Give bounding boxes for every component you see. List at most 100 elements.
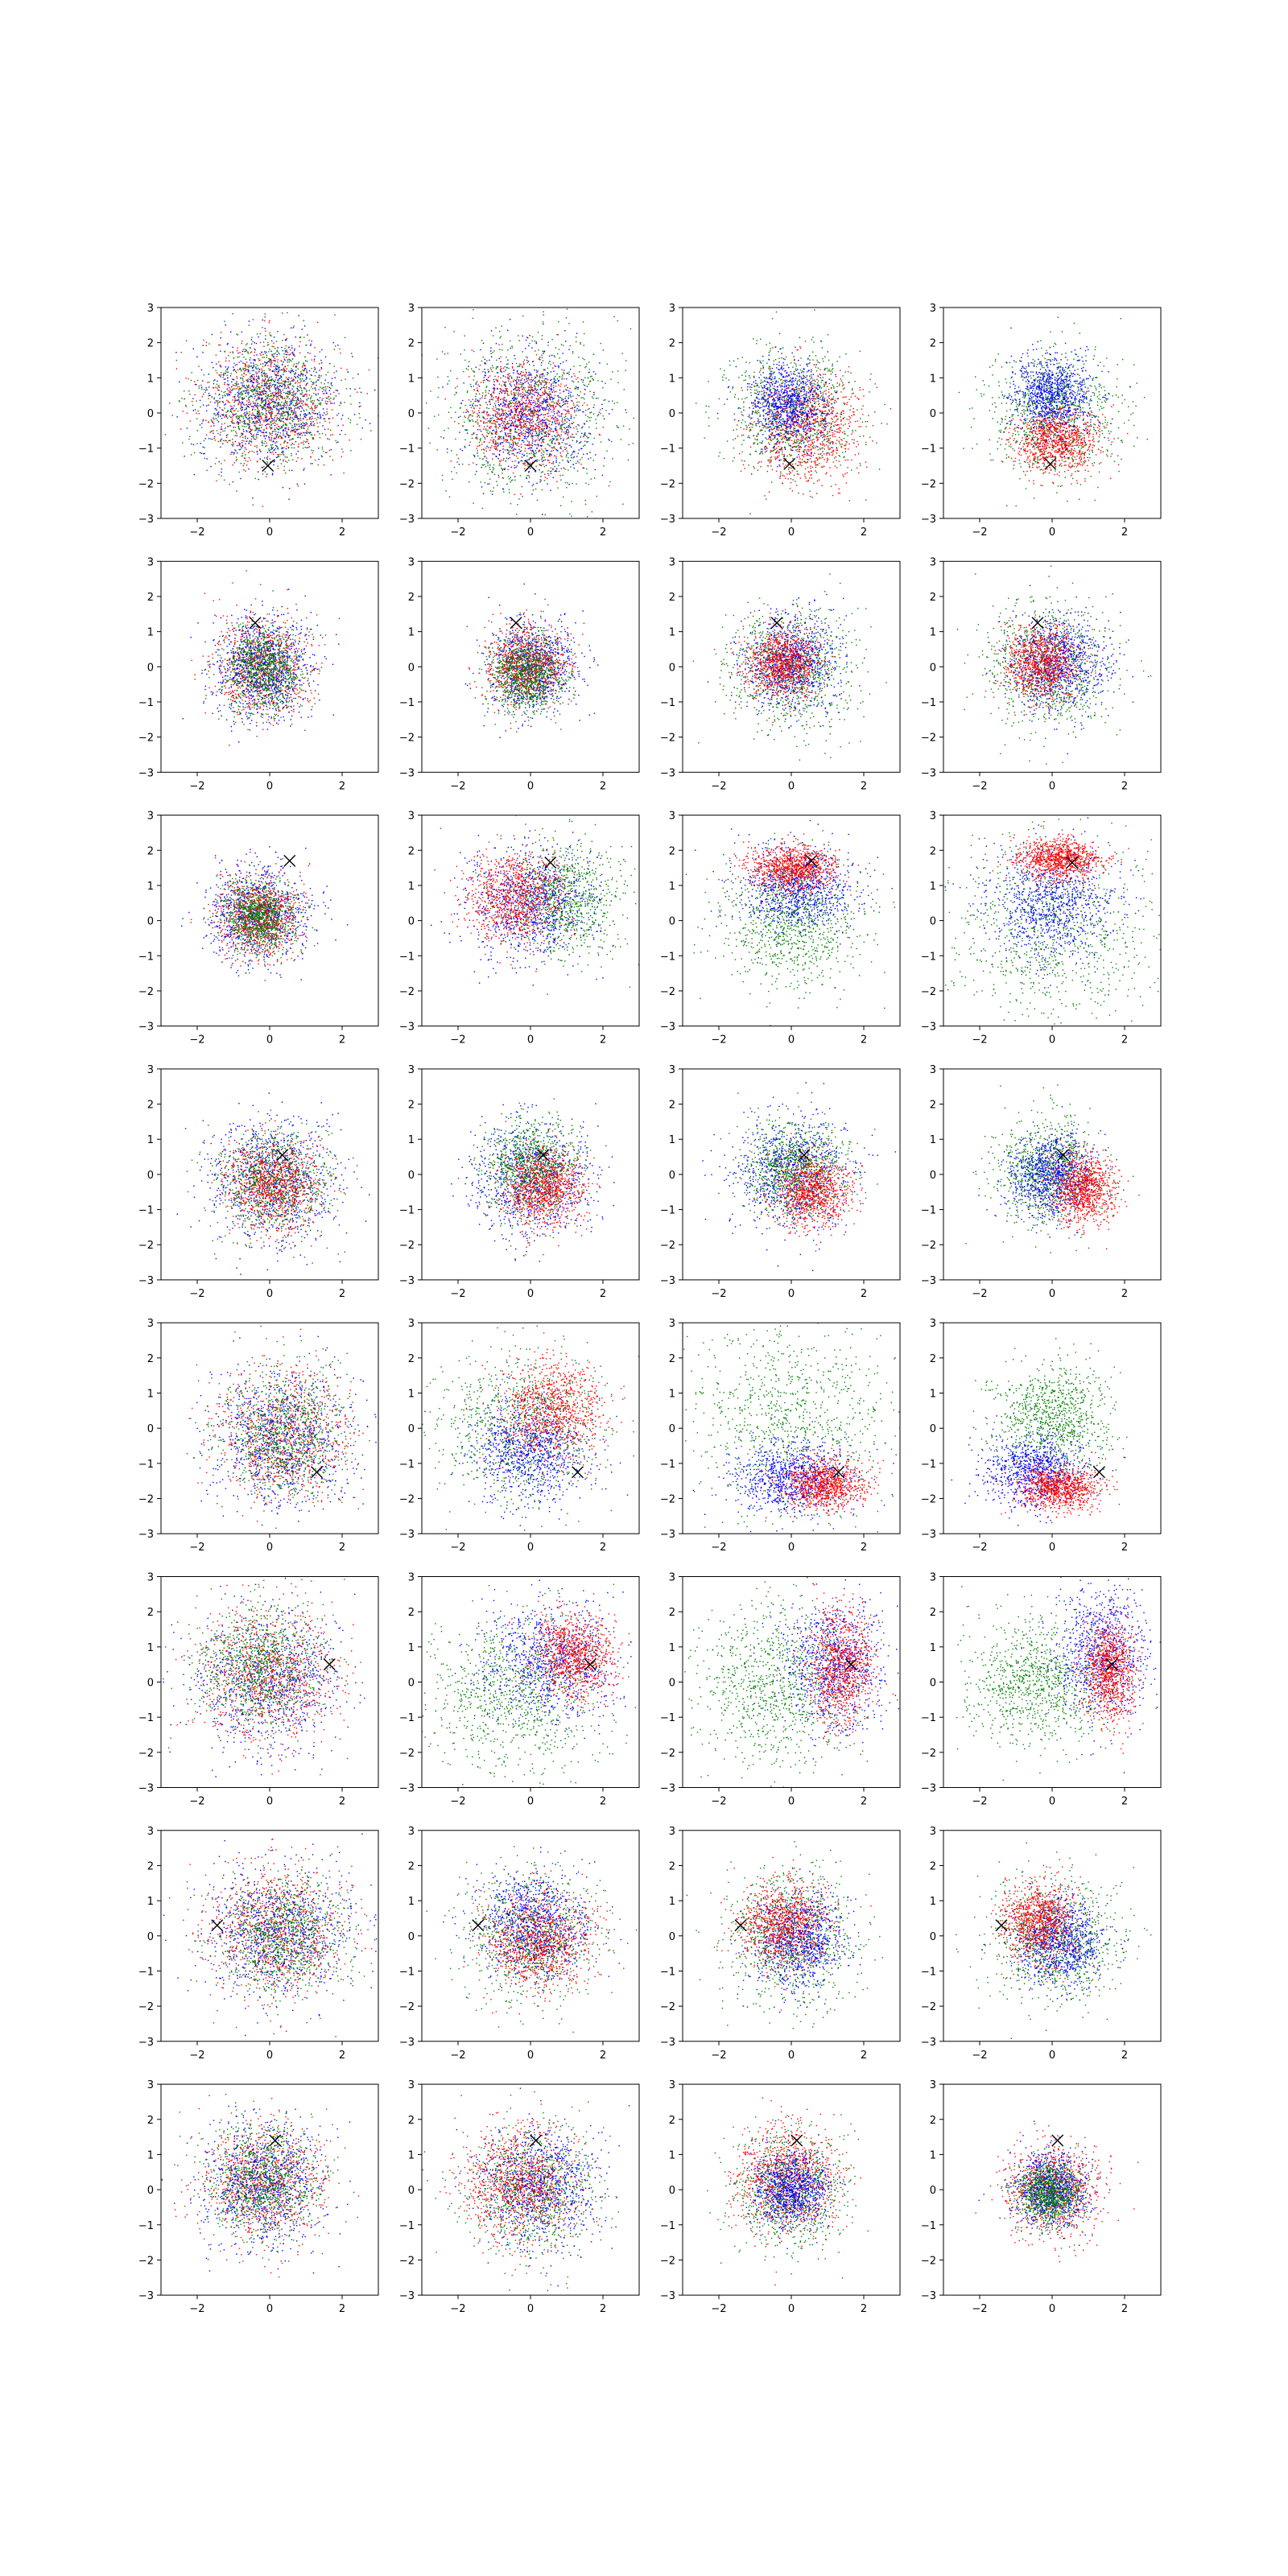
scatter-point [299, 401, 300, 402]
scatter-point [229, 389, 230, 390]
scatter-point [586, 421, 587, 422]
scatter-point [464, 415, 465, 416]
scatter-point [268, 400, 269, 401]
scatter-point [231, 444, 232, 445]
scatter-point [263, 404, 264, 405]
scatter-point [225, 357, 226, 358]
scatter-point [305, 441, 306, 442]
scatter-point [494, 402, 495, 403]
scatter-point [593, 371, 594, 372]
scatter-point [279, 435, 280, 436]
scatter-point [247, 369, 248, 370]
scatter-point [258, 378, 259, 379]
scatter-point [287, 365, 288, 366]
scatter-point [255, 395, 256, 396]
scatter-point [518, 461, 519, 462]
scatter-point [257, 422, 258, 423]
scatter-point [224, 379, 225, 380]
scatter-point [271, 427, 272, 428]
scatter-point [292, 443, 293, 444]
scatter-point [563, 440, 564, 441]
scatter-point [266, 376, 267, 377]
scatter-point [554, 409, 555, 410]
scatter-point [567, 482, 568, 483]
scatter-point [514, 398, 515, 399]
scatter-point [265, 404, 266, 405]
scatter-point [516, 381, 517, 382]
scatter-point [602, 415, 603, 416]
scatter-point [306, 377, 307, 378]
scatter-point [247, 352, 248, 353]
scatter-point [210, 466, 211, 467]
scatter-point [545, 423, 546, 424]
scatter-point [260, 451, 261, 452]
scatter-point [274, 420, 275, 421]
scatter-point [573, 402, 574, 403]
scatter-point [252, 406, 253, 407]
scatter-point [291, 345, 292, 346]
scatter-point [265, 339, 266, 340]
scatter-point [318, 377, 319, 378]
scatter-point [555, 462, 556, 463]
scatter-point [499, 464, 500, 465]
scatter-point [511, 420, 512, 421]
scatter-point [501, 385, 502, 386]
scatter-point [242, 351, 243, 352]
scatter-point [341, 448, 342, 449]
scatter-point [542, 376, 543, 377]
scatter-point [491, 420, 492, 421]
scatter-point [309, 417, 310, 418]
scatter-point [531, 377, 532, 378]
scatter-point [470, 401, 471, 402]
scatter-point [568, 390, 569, 391]
scatter-point [329, 450, 330, 451]
scatter-point [553, 477, 554, 478]
scatter-point [434, 416, 435, 417]
scatter-point [513, 425, 514, 426]
scatter-point [289, 361, 290, 362]
scatter-point [236, 490, 237, 491]
scatter-point [359, 402, 360, 403]
scatter-point [502, 477, 503, 478]
scatter-point [304, 484, 305, 485]
scatter-point [233, 370, 234, 371]
scatter-point [490, 490, 491, 491]
scatter-point [530, 457, 531, 458]
scatter-point [565, 414, 566, 415]
scatter-point [520, 427, 521, 428]
scatter-point [238, 418, 239, 419]
scatter-point [239, 386, 240, 387]
scatter-point [297, 389, 298, 390]
scatter-point [260, 415, 261, 416]
scatter-point [542, 407, 543, 408]
scatter-point [571, 416, 572, 417]
scatter-point [321, 367, 322, 368]
scatter-point [252, 410, 253, 411]
scatter-point [524, 438, 525, 439]
scatter-point [269, 380, 270, 381]
scatter-point [272, 399, 273, 400]
scatter-point [305, 388, 306, 389]
scatter-point [520, 395, 521, 396]
scatter-point [295, 453, 296, 454]
scatter-point [243, 465, 244, 466]
scatter-point [262, 401, 263, 402]
scatter-point [509, 401, 510, 402]
scatter-point [565, 482, 566, 483]
scatter-point [255, 372, 256, 373]
scatter-point [230, 409, 231, 410]
scatter-point [310, 463, 311, 464]
scatter-point [448, 380, 449, 381]
scatter-point [260, 342, 261, 343]
scatter-point [327, 413, 328, 414]
scatter-point [572, 395, 573, 396]
scatter-point [554, 466, 555, 467]
scatter-point [566, 385, 567, 386]
scatter-point [554, 378, 555, 379]
scatter-point [257, 447, 258, 448]
scatter-point [547, 450, 548, 451]
scatter-point [249, 397, 250, 398]
scatter-point [521, 379, 522, 380]
scatter-point [525, 369, 526, 370]
scatter-point [268, 394, 269, 395]
